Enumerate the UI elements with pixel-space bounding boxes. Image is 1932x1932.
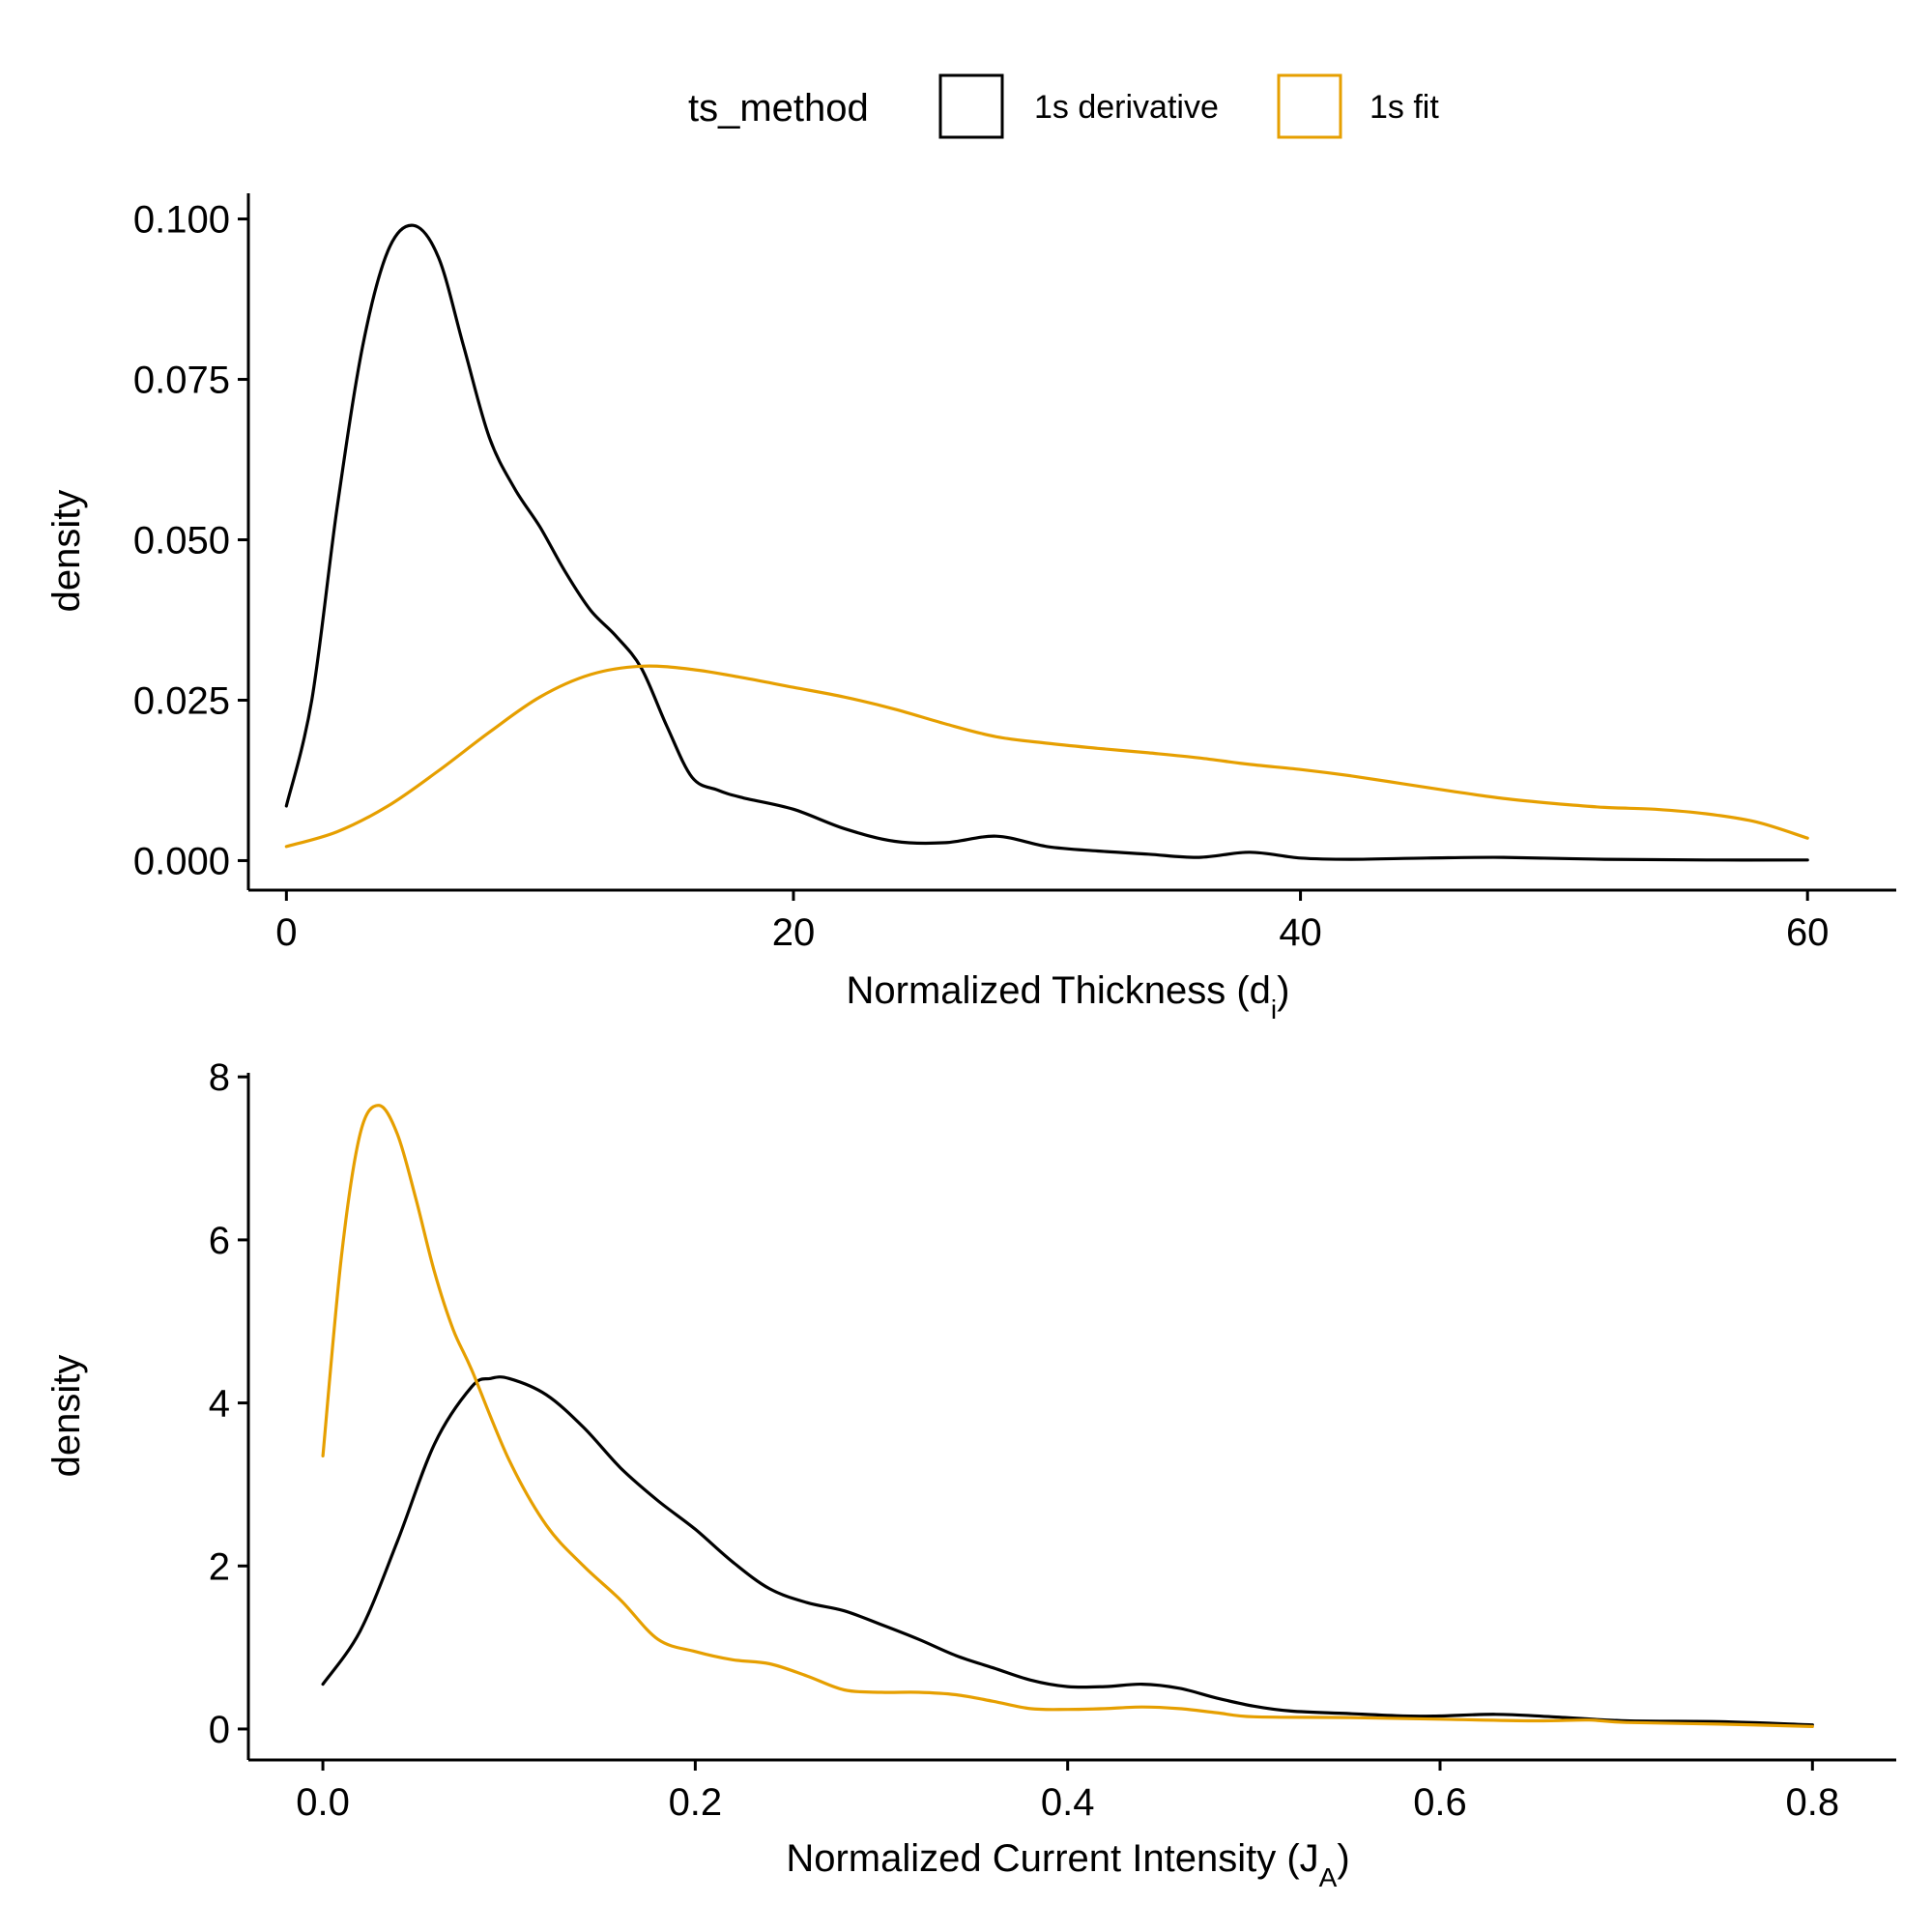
thickness-density-panel: 0.000 0.025 0.050 0.075 0.100 0 20 40 60 density…: [45, 193, 1896, 1024]
thickness-line-1s-fit: [284, 664, 1809, 849]
thickness-axes: 0.000 0.025 0.050 0.075 0.100 0 20 40 60: [133, 193, 1896, 954]
thickness-line-1s-derivative: [284, 223, 1809, 862]
legend-label-1s-fit: 1s fit: [1370, 89, 1439, 126]
thickness-y-axis-title: density: [45, 490, 88, 613]
thickness-x-tick-label: 60: [1786, 911, 1830, 954]
thickness-series-lines: [284, 223, 1809, 862]
thickness-x-tick-label: 40: [1279, 911, 1322, 954]
legend-key-1s-fit: [1277, 73, 1342, 139]
current-y-tick-label: 8: [209, 1056, 230, 1099]
thickness-y-tick-label: 0.025: [133, 679, 230, 722]
current-y-axis-title: density: [45, 1355, 88, 1478]
legend: ts_method 1s derivative 1s fit: [688, 73, 1439, 139]
thickness-x-tick-label: 0: [275, 911, 297, 954]
current-x-tick-label: 0.6: [1413, 1781, 1467, 1824]
current-intensity-density-panel: 0 2 4 6 8 0.0 0.2 0.4 0.6 0.8 density Normalized …: [45, 1056, 1896, 1892]
legend-key-1s-derivative: [938, 73, 1004, 139]
legend-title: ts_method: [688, 87, 869, 130]
current-y-tick-label: 2: [209, 1545, 230, 1588]
current-series-lines: [321, 1104, 1814, 1728]
current-x-tick-label: 0.8: [1786, 1781, 1840, 1824]
thickness-y-tick-label: 0.050: [133, 520, 230, 562]
current-axes: 0 2 4 6 8 0.0 0.2 0.4 0.6 0.8: [209, 1056, 1896, 1824]
current-y-tick-label: 6: [209, 1220, 230, 1262]
current-y-tick-label: 4: [209, 1383, 230, 1426]
thickness-y-tick-label: 0.100: [133, 199, 230, 242]
thickness-x-tick-label: 20: [772, 911, 816, 954]
current-x-tick-label: 0.2: [669, 1781, 723, 1824]
current-y-tick-label: 0: [209, 1709, 230, 1751]
thickness-y-tick-label: 0.000: [133, 840, 230, 882]
current-x-tick-label: 0.4: [1041, 1781, 1095, 1824]
thickness-x-axis-title: Normalized Thickness (di): [847, 969, 1290, 1024]
current-x-tick-label: 0.0: [296, 1781, 350, 1824]
thickness-y-tick-label: 0.075: [133, 360, 230, 402]
current-line-1s-fit: [321, 1104, 1814, 1728]
current-line-1s-derivative: [321, 1375, 1814, 1727]
current-x-axis-title: Normalized Current Intensity (JA): [786, 1837, 1349, 1892]
legend-label-1s-derivative: 1s derivative: [1034, 89, 1219, 126]
